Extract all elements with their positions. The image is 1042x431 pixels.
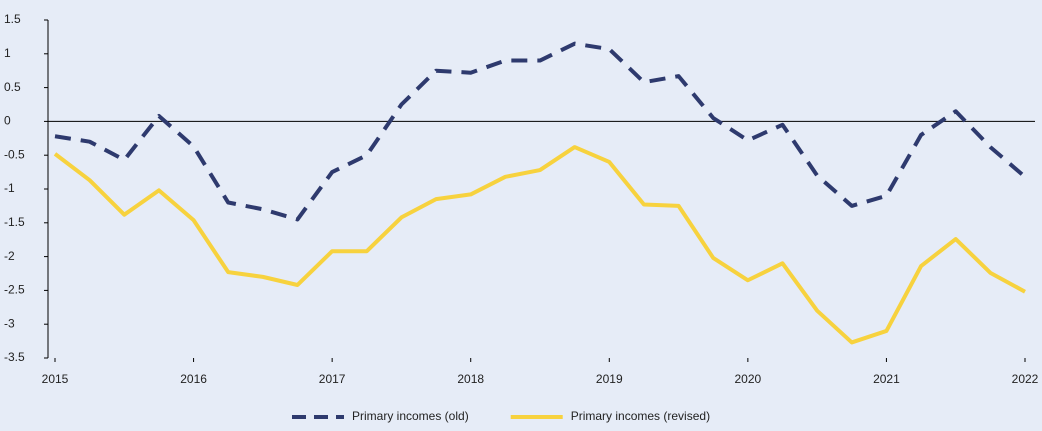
y-tick-label: 0.5 <box>4 80 21 94</box>
x-tick-label: 2019 <box>596 372 623 386</box>
y-tick-label: -3 <box>4 316 15 330</box>
y-tick-label: -2 <box>4 249 15 263</box>
x-tick-label: 2020 <box>735 372 762 386</box>
y-tick-label: 0 <box>4 114 11 128</box>
series-line <box>54 41 1027 222</box>
series-line <box>53 145 1026 345</box>
y-tick-label: -1 <box>4 181 15 195</box>
y-tick-label: -3.5 <box>4 350 25 364</box>
y-tick-label: -0.5 <box>4 147 25 161</box>
legend-label: Primary incomes (old) <box>352 409 469 423</box>
x-tick-label: 2021 <box>873 372 900 386</box>
x-tick-label: 2022 <box>1012 372 1039 386</box>
y-tick-label: -2.5 <box>4 283 25 297</box>
x-tick-label: 2015 <box>42 372 69 386</box>
x-tick-label: 2016 <box>180 372 207 386</box>
legend-label: Primary incomes (revised) <box>571 409 710 423</box>
y-tick-label: -1.5 <box>4 215 25 229</box>
x-tick-label: 2017 <box>319 372 346 386</box>
x-tick-label: 2018 <box>457 372 484 386</box>
y-tick-label: 1.5 <box>4 12 21 26</box>
y-tick-label: 1 <box>4 46 11 60</box>
